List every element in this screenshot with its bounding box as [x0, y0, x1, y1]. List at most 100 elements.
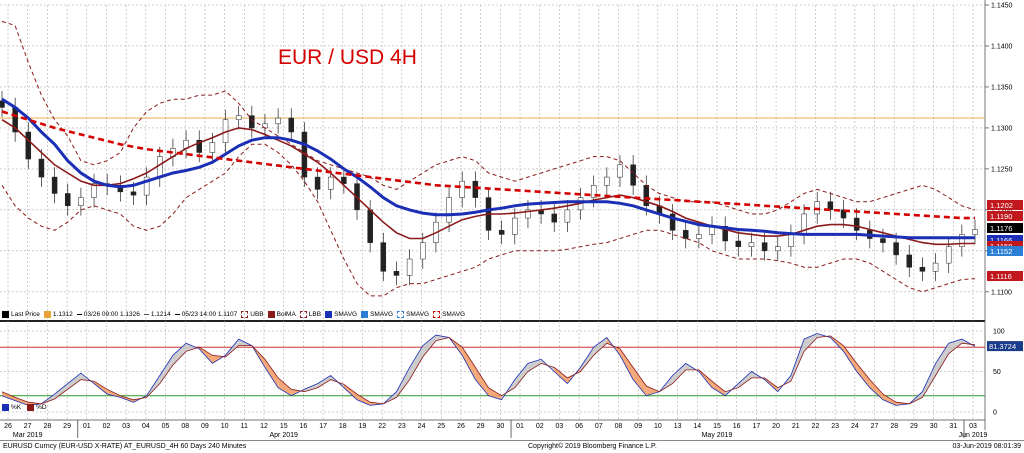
- candle-body: [932, 262, 939, 272]
- legend-item: UBB: [241, 310, 264, 318]
- price-tag-label: 1.1202: [990, 201, 1013, 210]
- legend-item: SMAVG: [433, 310, 465, 318]
- osc-fill: [593, 337, 607, 356]
- osc-fill: [869, 379, 883, 400]
- legend-label: 03/26 09:00 1.1326: [83, 310, 140, 318]
- x-tick-label: 17: [752, 423, 760, 430]
- x-tick-label: 26: [4, 423, 12, 430]
- candle-body: [735, 240, 742, 247]
- osc-fill: [619, 348, 634, 380]
- osc-y-tick-label: 100: [993, 329, 1005, 336]
- series-d-line: [1, 335, 976, 405]
- y-tick-label: 1.1350: [991, 84, 1013, 91]
- x-tick-label: 29: [910, 423, 918, 430]
- x-tick-label: 05: [162, 423, 170, 430]
- x-tick-label: 24: [418, 423, 426, 430]
- legend-swatch: [76, 313, 82, 315]
- candle-body: [945, 246, 952, 264]
- y-tick-label: 1.1400: [991, 43, 1013, 50]
- candle-body: [249, 115, 255, 129]
- x-tick-label: 11: [241, 423, 248, 430]
- x-tick-label: 31: [949, 423, 957, 430]
- osc-fill: [646, 386, 660, 396]
- footer-ticker: EURUSD Curncy (EUR-USD X-RATE) AT_EURUSD…: [3, 443, 247, 450]
- x-tick-label: 08: [181, 423, 189, 430]
- series-ubb-line: [1, 20, 976, 215]
- legend-item: SMAVG: [361, 310, 393, 318]
- candle-body: [761, 242, 768, 252]
- osc-tag: [987, 341, 1023, 352]
- price-tag-label: 1.1190: [990, 212, 1012, 221]
- legend-item: Last Price: [2, 310, 40, 318]
- price-tag: [987, 235, 1023, 245]
- footer-timestamp: 03-Jun-2019 08:01:39: [952, 443, 1022, 450]
- osc-fill: [738, 371, 752, 388]
- legend-swatch: [241, 310, 249, 318]
- x-month-label: May 2019: [702, 432, 733, 439]
- osc-fill: [159, 355, 173, 384]
- legend-label: SMAVG: [406, 310, 430, 318]
- x-tick-label: 25: [437, 423, 445, 430]
- price-tag-label: 1.1166: [990, 236, 1012, 245]
- legend-item: 03/26 09:00 1.1326: [76, 310, 140, 318]
- price-tag-label: 1.1116: [990, 272, 1012, 281]
- x-tick-label: 18: [339, 423, 347, 430]
- osc-fill: [94, 381, 108, 395]
- legend: Last Price 1.1312 03/26 09:00 1.1326 1.1214…: [2, 309, 465, 319]
- osc-legend-item: %D: [27, 404, 47, 411]
- x-tick-label: 30: [496, 423, 504, 430]
- legend-swatch: [267, 310, 275, 318]
- candle-body: [420, 242, 426, 260]
- x-tick-label: 15: [713, 423, 721, 430]
- x-tick-label: 01: [516, 423, 524, 430]
- candle-body: [906, 254, 913, 268]
- candle-body: [91, 183, 97, 198]
- osc-y-tick-label: 50: [993, 369, 1001, 376]
- legend-item: 1.1312: [43, 310, 73, 318]
- candle-body: [525, 209, 531, 219]
- legend-label: UBB: [250, 310, 264, 318]
- price-tag: [987, 211, 1023, 221]
- x-tick-label: 22: [812, 423, 820, 430]
- series-smavg-line: [1, 110, 975, 220]
- x-tick-label: 28: [43, 423, 51, 430]
- legend-swatch: [397, 310, 405, 318]
- osc-fill: [790, 339, 805, 382]
- candle-body: [551, 213, 557, 223]
- osc-legend-swatch: [2, 404, 9, 411]
- candle-body: [25, 131, 32, 160]
- candle-body: [327, 176, 334, 190]
- x-tick-label: 08: [615, 423, 623, 430]
- candle-body: [840, 209, 847, 219]
- candle-body: [788, 234, 794, 247]
- y-tick-label: 1.1450: [991, 3, 1013, 10]
- legend-item: LBB: [299, 310, 321, 318]
- candle-body: [341, 176, 347, 184]
- legend-label: 05/23 14:00 1.1107: [181, 310, 238, 318]
- legend-swatch: [43, 310, 51, 318]
- x-tick-label: 21: [792, 423, 800, 430]
- legend-label: BolMA: [276, 310, 296, 318]
- price-tag: [987, 246, 1023, 256]
- x-month-label: Jun 2019: [959, 432, 988, 439]
- x-tick-label: 28: [890, 423, 898, 430]
- legend-swatch: [325, 310, 333, 318]
- x-tick-label: 27: [871, 423, 879, 430]
- osc-fill: [882, 394, 897, 406]
- osc-fill: [357, 394, 371, 406]
- osc-y-tick-label: 0: [993, 409, 997, 416]
- osc-fill: [633, 367, 647, 396]
- footer: EURUSD Curncy (EUR-USD X-RATE) AT_EURUSD…: [0, 440, 1024, 452]
- osc-fill: [15, 397, 29, 406]
- x-tick-label: 13: [674, 423, 682, 430]
- osc-fill: [186, 343, 200, 352]
- legend-item: SMAVG: [325, 310, 357, 318]
- osc-fill: [948, 339, 962, 354]
- candle-body: [78, 197, 84, 207]
- series-k-line: [1, 333, 976, 406]
- osc-fill: [672, 363, 686, 384]
- x-tick-label: 04: [142, 423, 150, 430]
- candle-body: [827, 201, 834, 211]
- price-tag: [987, 271, 1023, 281]
- legend-swatch: [361, 310, 369, 318]
